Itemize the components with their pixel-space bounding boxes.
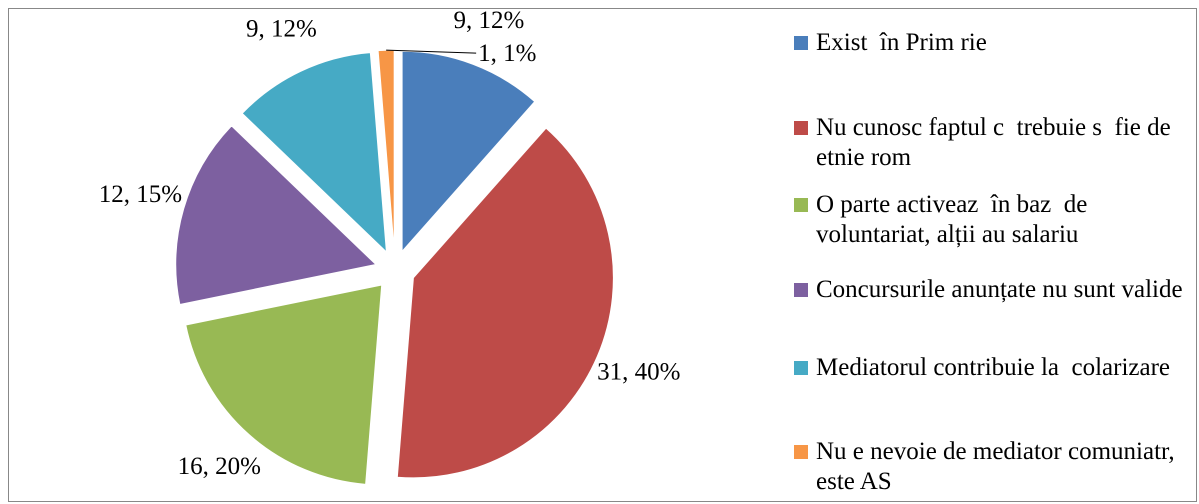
- chart-border: [8, 8, 1197, 502]
- legend-label: Concursurile anunțate nu sunt valide: [816, 276, 1183, 303]
- pie-slice: [175, 125, 377, 306]
- data-label: 9, 12%: [246, 15, 317, 42]
- pie-slice: [241, 52, 388, 254]
- legend-swatch: [794, 198, 808, 212]
- legend-label: Nu e nevoie de mediator comuniatr, este …: [816, 438, 1181, 495]
- data-label: 12, 15%: [99, 181, 182, 208]
- legend-label: Mediatorul contribuie la colarizare: [816, 354, 1171, 381]
- pie-slice: [396, 127, 614, 479]
- legend-item: Exist în Prim rie: [790, 28, 1195, 58]
- legend-item: Mediatorul contribuie la colarizare: [790, 353, 1195, 383]
- legend-label: O parte activeaz în baz de voluntariat, …: [816, 191, 1094, 248]
- legend-item: Concursurile anunțate nu sunt valide: [790, 275, 1195, 305]
- legend-item: Nu e nevoie de mediator comuniatr, este …: [790, 437, 1195, 497]
- leader-line: [386, 49, 477, 54]
- legend-swatch: [794, 283, 808, 297]
- legend-item: O parte activeaz în baz de voluntariat, …: [790, 190, 1195, 250]
- legend-label: Nu cunosc faptul c trebuie s fie de etni…: [816, 114, 1177, 171]
- data-label: 16, 20%: [178, 453, 261, 480]
- legend-swatch: [794, 36, 808, 50]
- legend-swatch: [794, 445, 808, 459]
- legend-swatch: [794, 121, 808, 135]
- pie-slice: [185, 284, 383, 485]
- legend-swatch: [794, 361, 808, 375]
- legend-item: Nu cunosc faptul c trebuie s fie de etni…: [790, 113, 1195, 173]
- data-label: 1, 1%: [478, 40, 536, 67]
- pie-slice: [401, 50, 536, 253]
- data-label: 9, 12%: [454, 7, 525, 34]
- legend-label: Exist în Prim rie: [816, 29, 987, 56]
- data-label: 31, 40%: [597, 359, 680, 386]
